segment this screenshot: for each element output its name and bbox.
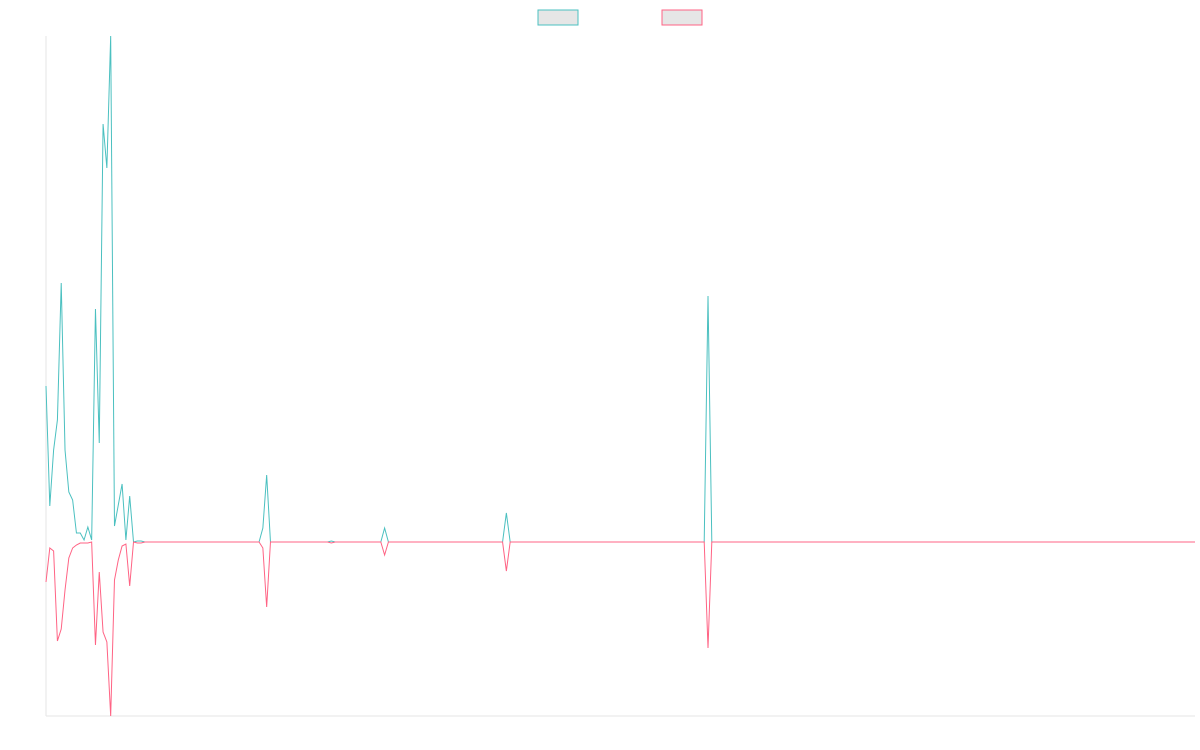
legend-swatch[interactable] bbox=[537, 9, 579, 26]
series-line bbox=[45, 35, 1195, 543]
series-line bbox=[45, 541, 1195, 717]
legend-swatch[interactable] bbox=[661, 9, 703, 26]
